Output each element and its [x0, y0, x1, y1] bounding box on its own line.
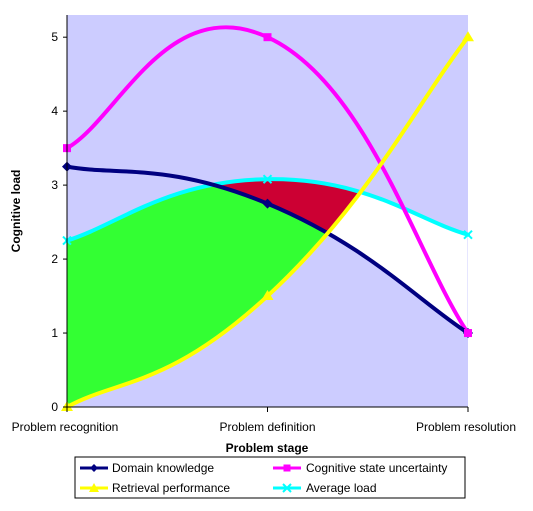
- x-tick-label-problem-resolution: Problem resolution: [416, 420, 516, 434]
- data-point-retrieval-performance-1: [261, 290, 274, 301]
- legend: Domain knowledge Cognitive state uncerta…: [74, 456, 466, 499]
- fill-region-green: [67, 184, 327, 407]
- data-point-cognitive-state-uncertainty-1: [263, 33, 272, 42]
- x-tick-label-problem-definition: Problem definition: [219, 420, 315, 434]
- legend-item-retrieval-performance: Retrieval performance: [80, 481, 230, 495]
- data-point-cognitive-state-uncertainty-2: [464, 329, 472, 338]
- y-tick-label: 2: [51, 252, 58, 266]
- x-axis-title: Problem stage: [226, 441, 309, 455]
- legend-item-average-load: Average load: [273, 481, 377, 495]
- legend-box: [74, 456, 466, 499]
- data-point-retrieval-performance-2: [462, 31, 474, 42]
- series-line-retrieval-performance: [65, 35, 470, 409]
- x-tick-label-problem-recognition: Problem recognition: [12, 420, 119, 434]
- legend-label-domain-knowledge: Domain knowledge: [112, 461, 214, 475]
- legend-label-retrieval-performance: Retrieval performance: [112, 481, 230, 495]
- y-tick-label: 0: [51, 400, 58, 414]
- legend-item-domain-knowledge: Domain knowledge: [80, 461, 214, 475]
- y-tick-label: 3: [51, 178, 58, 192]
- y-tick-label: 4: [51, 104, 58, 118]
- fill-region-crimson: [213, 179, 359, 233]
- data-point-average-load-1: [262, 174, 273, 184]
- legend-label-average-load: Average load: [306, 481, 377, 495]
- y-tick-label: 5: [51, 30, 58, 44]
- legend-item-cognitive-state-uncertainty: Cognitive state uncertainty: [273, 461, 447, 475]
- y-tick-label: 1: [51, 326, 58, 340]
- data-point-domain-knowledge-1: [262, 198, 273, 209]
- y-axis-title: Cognitive load: [9, 170, 23, 253]
- data-point-average-load-2: [463, 229, 473, 240]
- fill-region-white: [329, 192, 468, 333]
- legend-label-cognitive-state-uncertainty: Cognitive state uncertainty: [306, 461, 447, 475]
